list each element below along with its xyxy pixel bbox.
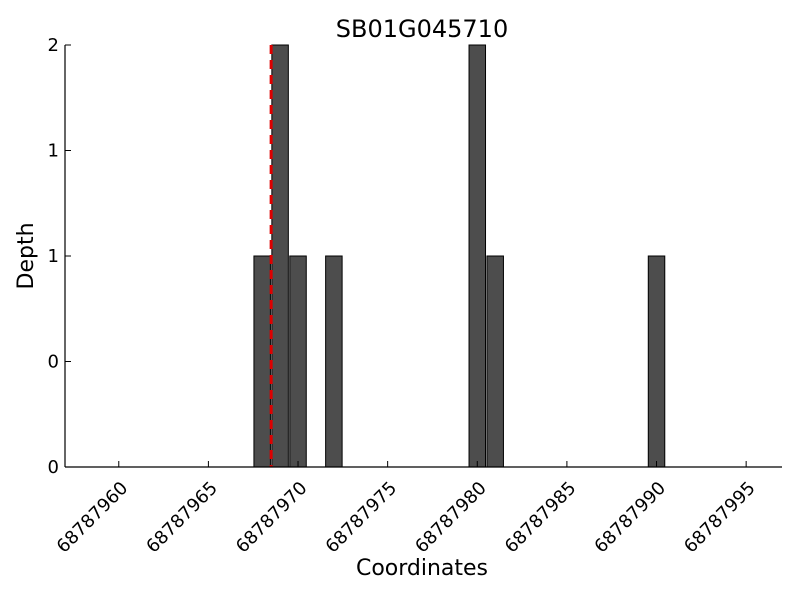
x-ticks-group: 68787960 68787965 68787970 68787975 68787980… bbox=[53, 461, 760, 557]
x-tick-label-68787965: 68787965 bbox=[142, 478, 222, 558]
x-tick-label-68787995: 68787995 bbox=[680, 478, 760, 558]
y-tick-label-3: 1 bbox=[48, 141, 59, 162]
bar-68787972 bbox=[325, 255, 343, 468]
x-tick-label-68787970: 68787970 bbox=[232, 478, 312, 558]
y-axis-label: Depth bbox=[14, 222, 39, 289]
bar-68787981 bbox=[486, 255, 504, 468]
y-tick-label-4: 2 bbox=[48, 35, 59, 56]
bar-68787968 bbox=[253, 255, 271, 468]
x-tick-label-68787960: 68787960 bbox=[53, 478, 133, 558]
y-tick-label-0: 0 bbox=[48, 457, 59, 478]
x-tick-label-68787985: 68787985 bbox=[501, 478, 581, 558]
y-ticks-group: 0 0 1 1 2 bbox=[48, 35, 71, 478]
x-tick-label-68787980: 68787980 bbox=[411, 478, 491, 558]
chart-title: SB01G045710 bbox=[336, 15, 508, 43]
y-tick-label-2: 1 bbox=[48, 246, 59, 267]
bar-68787970 bbox=[289, 255, 307, 468]
x-axis-label: Coordinates bbox=[356, 556, 488, 581]
bar-68787990 bbox=[647, 255, 666, 468]
x-tick-label-68787975: 68787975 bbox=[322, 478, 402, 558]
bar-68787969 bbox=[271, 44, 289, 468]
bar-68787980 bbox=[468, 44, 487, 468]
x-tick-label-68787990: 68787990 bbox=[590, 478, 670, 558]
y-tick-label-1: 0 bbox=[48, 352, 59, 373]
axes-group bbox=[64, 45, 782, 468]
bars-group bbox=[253, 44, 666, 468]
